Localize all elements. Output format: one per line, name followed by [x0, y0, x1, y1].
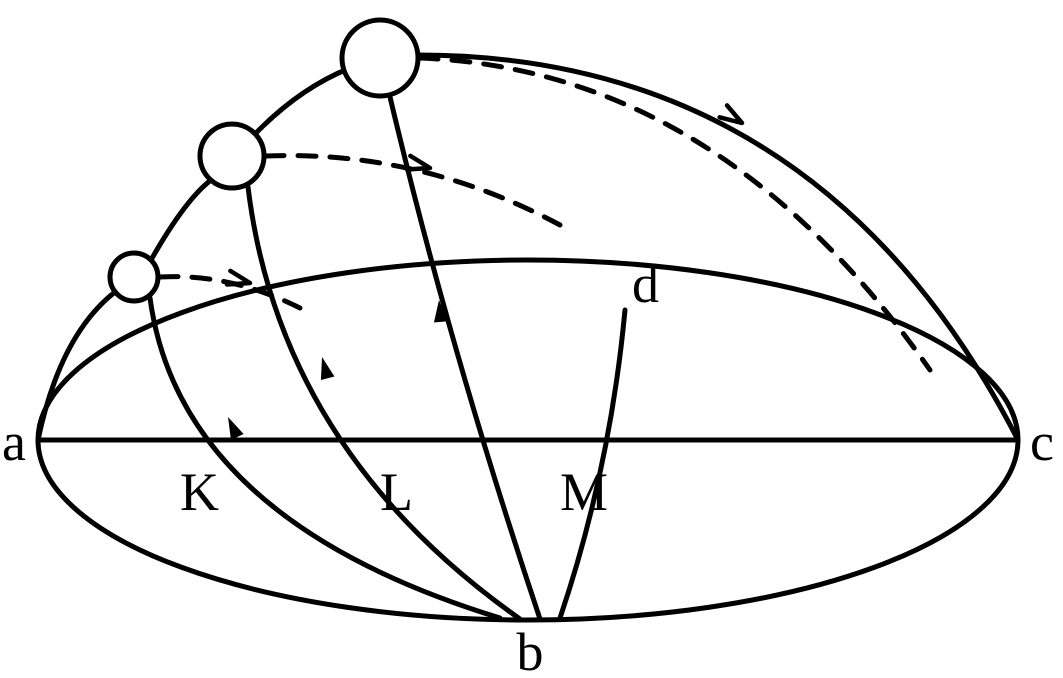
curve-K_b_to_small	[150, 298, 500, 618]
curve-a_to_small	[38, 292, 115, 440]
label-L: L	[380, 462, 413, 522]
arrow-head	[321, 357, 335, 380]
curve-M_b_to_large	[390, 97, 540, 619]
curve-L_b_to_medium	[248, 187, 520, 619]
arrow-head-open	[227, 271, 250, 285]
node-medium	[200, 124, 264, 188]
curve-small_to_medium	[151, 180, 211, 260]
label-d: d	[632, 254, 659, 314]
curve-medium_to_large	[256, 68, 350, 133]
label-K: K	[180, 462, 219, 522]
curve-large_to_c	[418, 55, 1018, 440]
label-M: M	[560, 462, 608, 522]
node-large	[342, 20, 418, 96]
label-a: a	[2, 412, 26, 472]
label-b: b	[517, 622, 544, 678]
label-c: c	[1030, 412, 1054, 472]
dashed-from_small	[160, 277, 300, 308]
node-small	[110, 253, 158, 301]
arrow-head	[228, 417, 244, 440]
arrow-head-open	[407, 156, 430, 170]
arrow-head-open	[720, 105, 742, 123]
